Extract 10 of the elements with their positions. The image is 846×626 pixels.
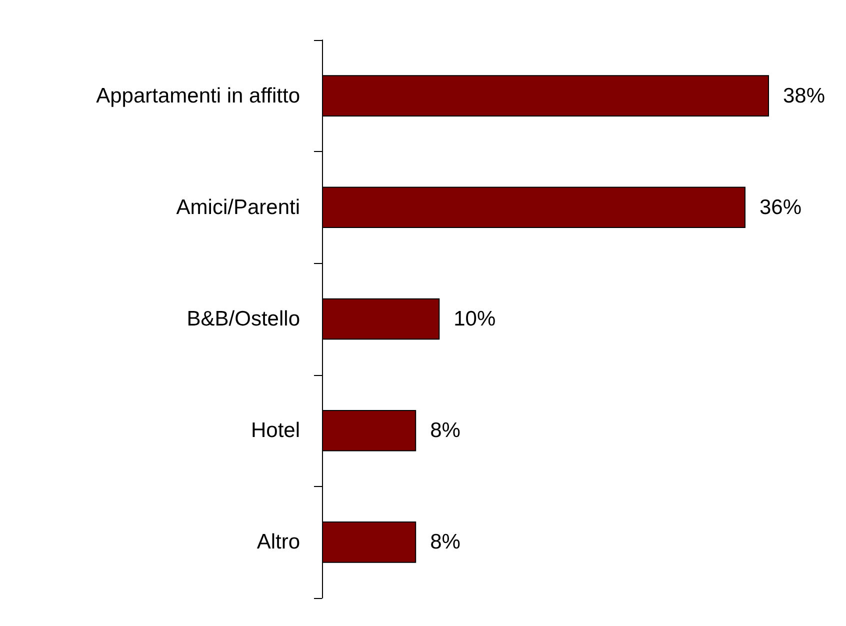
data-label: 36% [759,196,802,219]
y-tick-label: Amici/Parenti [176,196,300,219]
data-label: 38% [783,84,826,108]
data-label: 8% [430,530,460,554]
y-tick-label: B&B/Ostello [186,308,300,330]
y-tick-label: Hotel [250,419,300,442]
data-label: 10% [454,308,496,330]
y-tick-label: Appartamenti in affitto [96,84,300,108]
y-tick-label: Altro [256,530,300,554]
data-label: 8% [430,419,460,442]
